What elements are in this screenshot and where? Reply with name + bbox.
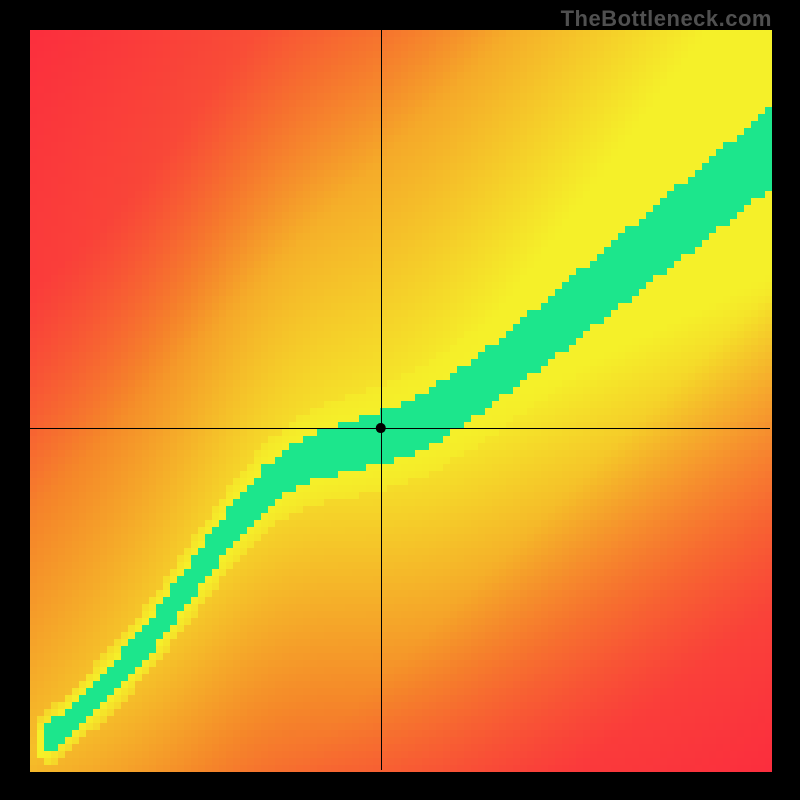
watermark-text: TheBottleneck.com (561, 6, 772, 32)
bottleneck-heatmap-container: TheBottleneck.com (0, 0, 800, 800)
bottleneck-heatmap-canvas (0, 0, 800, 800)
